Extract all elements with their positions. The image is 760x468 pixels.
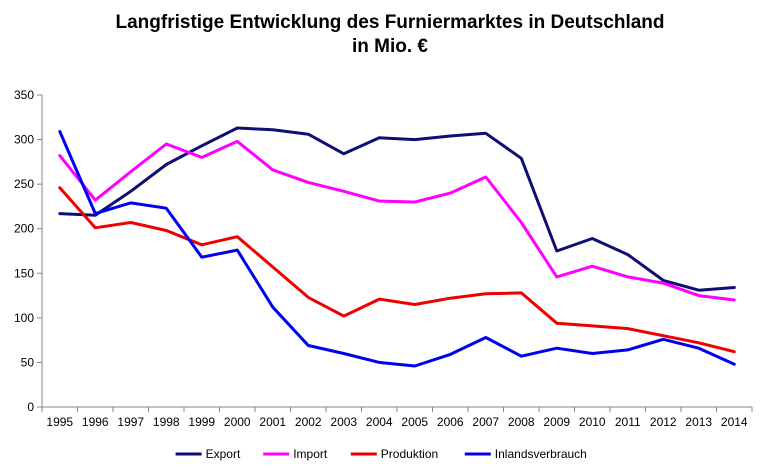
x-tick-label: 2013 (685, 415, 712, 429)
legend: Export Import Produktion Inlandsverbrauch (175, 447, 587, 461)
x-tick-label: 1996 (82, 415, 109, 429)
x-tick-label: 1999 (188, 415, 215, 429)
y-tick-label: 150 (14, 266, 34, 280)
x-tick-label: 2012 (650, 415, 677, 429)
x-tick-label: 2008 (508, 415, 535, 429)
y-tick-label: 0 (27, 400, 34, 414)
x-tick-label: 2004 (366, 415, 393, 429)
series-line-inlandsverbrauch (58, 130, 736, 368)
y-tick-label: 50 (21, 355, 35, 369)
x-tick-label: 2002 (295, 415, 322, 429)
legend-label: Import (293, 447, 328, 461)
x-tick-label: 2001 (259, 415, 286, 429)
y-tick-label: 100 (14, 311, 34, 325)
x-tick-label: 2000 (224, 415, 251, 429)
chart-subtitle: in Mio. € (352, 36, 428, 57)
legend-item-inlandsverbrauch: Inlandsverbrauch (464, 447, 587, 461)
series-line-import (58, 139, 736, 302)
x-tick-label: 2009 (543, 415, 570, 429)
series-line-produktion (58, 186, 736, 354)
legend-item-import: Import (263, 447, 328, 461)
legend-label: Export (206, 447, 241, 461)
x-tick-label: 1997 (117, 415, 144, 429)
x-tick-label: 2006 (437, 415, 464, 429)
x-tick-label: 2011 (615, 415, 641, 429)
x-tick-label: 2005 (401, 415, 428, 429)
y-tick-label: 300 (14, 133, 34, 147)
legend-item-export: Export (175, 447, 241, 461)
legend-label: Produktion (381, 447, 438, 461)
x-tick-label: 2010 (579, 415, 606, 429)
x-tick-label: 2003 (330, 415, 357, 429)
x-tick-label: 2007 (472, 415, 499, 429)
y-tick-label: 250 (14, 177, 34, 191)
legend-item-produktion: Produktion (350, 447, 438, 461)
chart-title: Langfristige Entwicklung des Furniermark… (116, 12, 665, 33)
plot-area (58, 126, 736, 368)
legend-label: Inlandsverbrauch (495, 447, 587, 461)
y-tick-label: 200 (14, 222, 34, 236)
y-tick-label: 350 (14, 88, 34, 102)
x-tick-label: 1998 (153, 415, 180, 429)
series-line-export (58, 126, 736, 292)
x-tick-label: 2014 (721, 415, 748, 429)
axes: 0 50 100 150 200 250 300 350 1995 1996 1997 1998 199… (14, 88, 753, 429)
x-tick-label: 1995 (46, 415, 73, 429)
